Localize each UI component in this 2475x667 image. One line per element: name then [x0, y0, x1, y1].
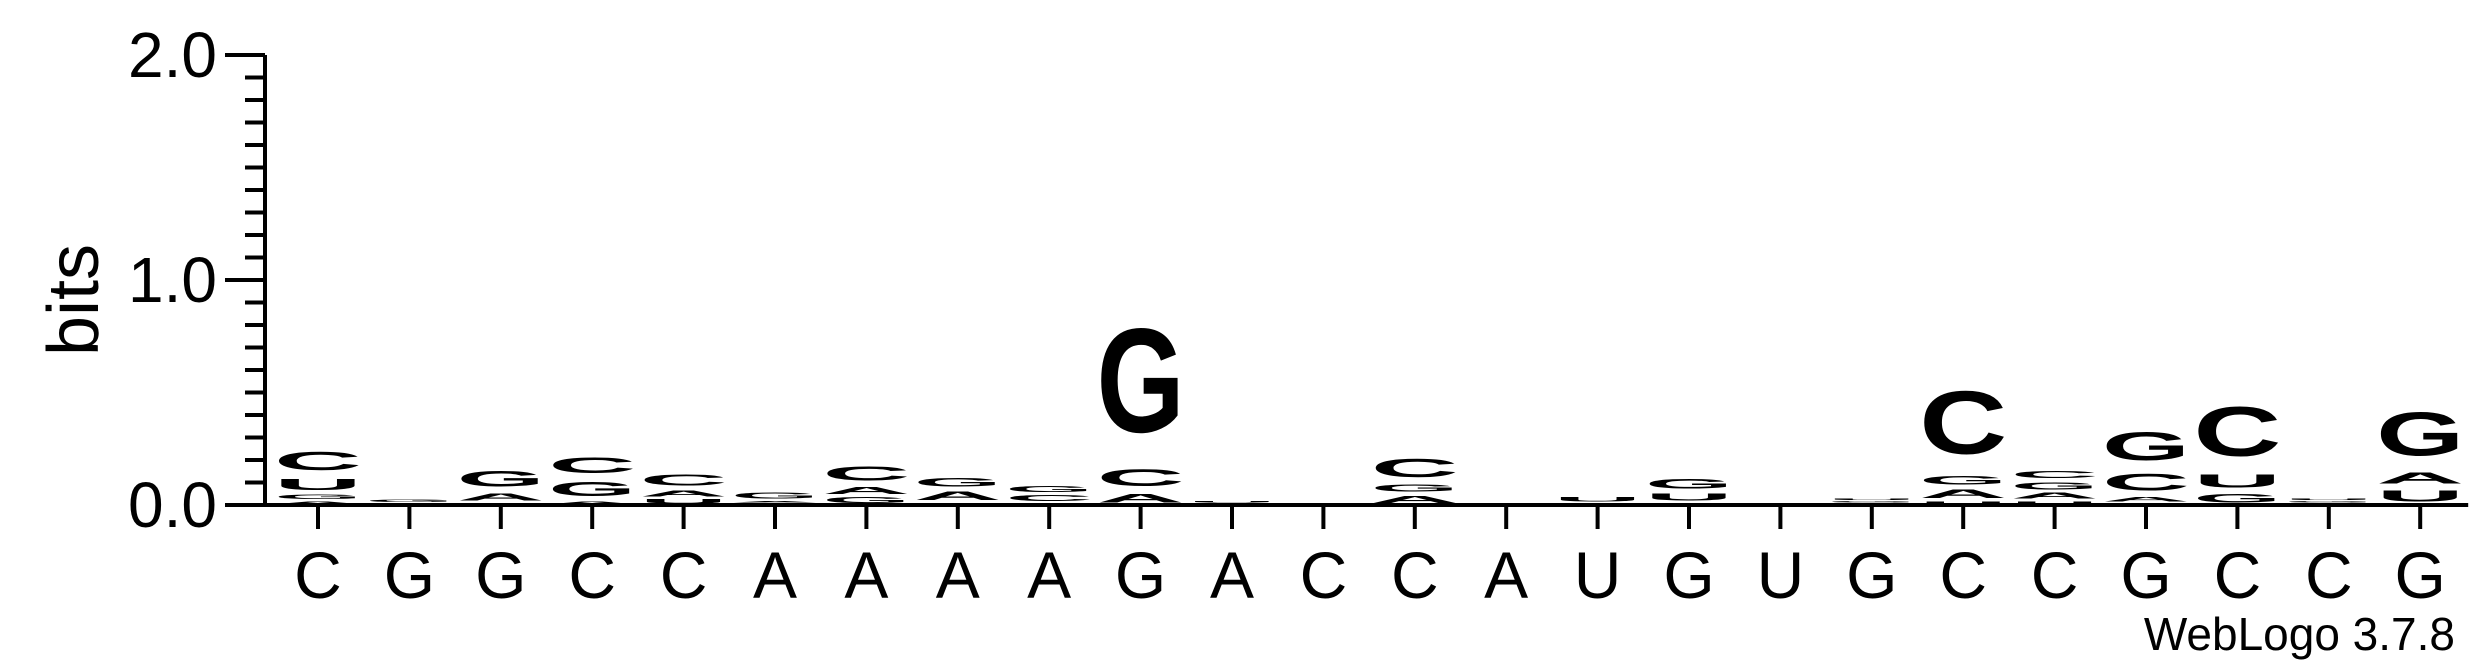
logo-letter-G: G	[822, 496, 910, 505]
weblogo-version-footer: WebLogo 3.7.8	[2144, 608, 2455, 660]
logo-letter-U: U	[2011, 501, 2099, 505]
logo-letter-C: C	[1371, 453, 1459, 482]
logo-letter-U: U	[274, 476, 362, 494]
x-tick-label: U	[1757, 538, 1805, 612]
logo-letter-A: A	[548, 501, 636, 505]
logo-letter-G: G	[2011, 480, 2099, 491]
logo-letter-A: A	[1371, 494, 1459, 505]
logo-letter-U: U	[2193, 471, 2281, 491]
logo-letter-G: G	[2376, 399, 2464, 469]
logo-letter-G: G	[1097, 297, 1185, 464]
logo-letter-A: A	[822, 485, 910, 496]
x-tick-label: C	[2214, 538, 2262, 612]
logo-letter-C: C	[2102, 469, 2190, 496]
x-tick-label: C	[294, 538, 342, 612]
logo-letter-U: U	[1188, 501, 1276, 503]
logo-letter-A: A	[731, 501, 819, 503]
letter-stacks: AGUCCGCAGAGCUACUAGGACUAGACGACGCUAGCCUCUG…	[274, 297, 2464, 505]
logo-letter-G: G	[1645, 476, 1733, 492]
x-tick-label: A	[1027, 538, 1071, 612]
y-tick-label: 1.0	[128, 244, 217, 316]
y-axis: 0.0 1.0 2.0	[128, 19, 267, 541]
logo-letter-G: G	[2285, 500, 2373, 502]
x-tick-label: C	[660, 538, 708, 612]
logo-letter-G: G	[914, 476, 1002, 489]
logo-letter-C: C	[2011, 469, 2099, 480]
y-axis-label: bits	[34, 244, 114, 356]
logo-letter-U: U	[1554, 496, 1642, 503]
logo-letter-A: A	[274, 501, 362, 505]
x-tick-label: G	[1846, 538, 1897, 612]
x-tick-label: G	[1115, 538, 1166, 612]
logo-letter-U: U	[1919, 501, 2007, 505]
logo-letter-G: G	[1371, 483, 1459, 494]
logo-letter-U: U	[1828, 498, 1916, 500]
logo-letter-C: C	[1097, 464, 1185, 491]
logo-letter-C: C	[274, 446, 362, 475]
logo-letter-G: G	[731, 491, 819, 500]
x-tick-label: C	[1391, 538, 1439, 612]
logo-letter-U: U	[1645, 492, 1733, 503]
logo-letter-G: G	[365, 498, 453, 502]
x-tick-label: C	[1939, 538, 1987, 612]
x-tick-label: C	[2031, 538, 2079, 612]
logo-letter-C: C	[548, 453, 636, 478]
logo-letter-A: A	[1097, 492, 1185, 505]
x-tick-label: A	[844, 538, 888, 612]
logo-letter-G: G	[274, 494, 362, 501]
x-tick-label: C	[1300, 538, 1348, 612]
logo-letter-A: A	[1919, 487, 2007, 500]
x-tick-label: A	[936, 538, 980, 612]
x-tick-label: C	[568, 538, 616, 612]
logo-letter-G: G	[457, 467, 545, 492]
logo-letter-C: C	[2193, 393, 2281, 471]
logo-letter-G: G	[1919, 474, 2007, 487]
logo-letter-G: G	[1005, 485, 1093, 494]
logo-letter-G: G	[548, 478, 636, 501]
logo-letter-A: A	[2376, 469, 2464, 487]
x-tick-label: A	[753, 538, 797, 612]
logo-letter-G: G	[2193, 492, 2281, 505]
logo-letter-A: A	[2011, 492, 2099, 501]
logo-letter-A: A	[640, 489, 728, 498]
logo-letter-U: U	[640, 498, 728, 505]
x-tick-label: C	[2305, 538, 2353, 612]
logo-letter-G: G	[1828, 500, 1916, 502]
logo-letter-A: A	[2102, 496, 2190, 503]
x-tick-label: G	[2120, 538, 2171, 612]
y-tick-label: 0.0	[128, 469, 217, 541]
logo-letter-U: U	[2285, 498, 2373, 500]
x-tick-label: A	[1484, 538, 1528, 612]
logo-letter-U: U	[2376, 487, 2464, 505]
logo-letter-C: C	[822, 462, 910, 485]
y-tick-label: 2.0	[128, 19, 217, 91]
logo-letter-A: A	[457, 492, 545, 503]
logo-letter-A: A	[914, 489, 1002, 502]
logo-letter-G: G	[2102, 424, 2190, 469]
logo-letter-C: C	[1919, 372, 2007, 473]
x-tick-label: G	[1663, 538, 1714, 612]
x-tick-label: G	[2395, 538, 2446, 612]
x-tick-label: G	[475, 538, 526, 612]
x-tick-label: G	[384, 538, 435, 612]
x-tick-label: U	[1574, 538, 1622, 612]
logo-letter-C: C	[640, 471, 728, 489]
x-tick-label: A	[1210, 538, 1254, 612]
logo-letter-C: C	[1005, 494, 1093, 503]
